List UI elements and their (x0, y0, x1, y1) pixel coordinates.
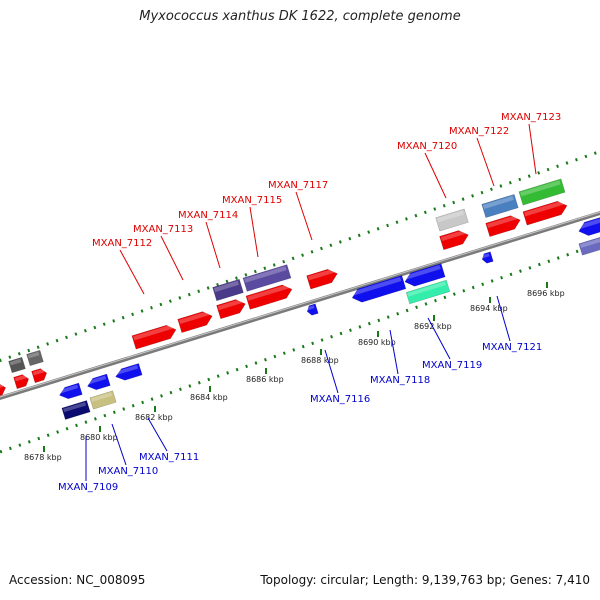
top-gene-label: MXAN_7115 (222, 195, 282, 206)
tick-label: 8678 kbp (24, 453, 62, 462)
gene-block-7114-purple (212, 278, 244, 302)
bottom-gene-label: MXAN_7110 (98, 466, 158, 477)
top-gene-label: MXAN_7120 (397, 141, 457, 152)
gene-block-7112 (131, 324, 177, 350)
gene-block-blue-2 (86, 373, 111, 391)
genome-summary-label: Topology: circular; Length: 9,139,763 bp… (260, 573, 590, 587)
bottom-gene-label: MXAN_7116 (310, 394, 370, 405)
gene-block-7123-green (518, 178, 566, 206)
accession-label: Accession: NC_008095 (9, 573, 146, 587)
tick-label: 8696 kbp (527, 289, 565, 298)
gene-block-7117 (306, 268, 338, 290)
tick-label: 8680 kbp (80, 433, 118, 442)
bottom-gene-label: MXAN_7109 (58, 482, 118, 493)
leader-line (424, 152, 447, 199)
top-gene-label: MXAN_7117 (268, 180, 328, 191)
leader-line (389, 329, 399, 375)
leader-line (496, 295, 511, 342)
gene-block-7114 (216, 298, 246, 320)
leader-line (160, 235, 184, 281)
gene-labels: MXAN_7112 MXAN_7113 MXAN_7114 MXAN_7115 MXAN… (58, 112, 561, 493)
gene-block-7121 (481, 251, 494, 264)
top-gene-label: MXAN_7123 (501, 112, 561, 123)
gene-block-edge-right (577, 213, 600, 236)
top-gene-label: MXAN_7112 (92, 238, 152, 249)
gene-block-edge-purple (578, 236, 600, 256)
gene-blocks (0, 178, 600, 420)
gene-block-7116 (306, 303, 319, 316)
bottom-gene-label: MXAN_7118 (370, 375, 430, 386)
gene-block-7118b (404, 263, 446, 287)
gene-block-grey-1 (8, 356, 26, 374)
bottom-gene-label: MXAN_7119 (422, 360, 482, 371)
tick-label: 8690 kbp (358, 338, 396, 347)
gene-block-grey-2 (26, 349, 44, 367)
gene-block-7119 (405, 279, 451, 305)
leader-line (528, 123, 537, 175)
gene-block-blue-1 (58, 382, 83, 400)
tick-label: 8694 kbp (470, 304, 508, 313)
leader-line (205, 221, 221, 269)
gene-block-7115-purple (242, 264, 292, 292)
gene-block-7110 (89, 390, 117, 410)
leader-line (111, 423, 127, 466)
bottom-gene-label: MXAN_7121 (482, 342, 542, 353)
gene-block-7115 (245, 284, 293, 310)
gene-block-small-1 (13, 374, 29, 390)
leader-line (476, 137, 495, 187)
leader-line (295, 191, 313, 241)
gene-block-7120-grey (435, 208, 469, 232)
gene-block-7122-blue (481, 194, 519, 218)
leader-line (147, 417, 168, 452)
top-gene-label: MXAN_7113 (133, 224, 193, 235)
genome-backbone-highlight (0, 211, 600, 398)
genome-backbone (0, 210, 600, 401)
gene-block-7113 (177, 310, 213, 333)
gene-block-7120 (439, 229, 469, 251)
gene-block-small-2 (31, 368, 47, 384)
leader-line (427, 317, 451, 360)
tick-label: 8684 kbp (190, 393, 228, 402)
tick-label: 8686 kbp (246, 375, 284, 384)
leader-line (249, 206, 259, 258)
gene-block-7122 (485, 214, 521, 237)
gene-block-blue-3 (115, 363, 143, 381)
top-gene-label: MXAN_7114 (178, 210, 238, 221)
leader-line (324, 349, 339, 394)
gene-block-7118 (351, 275, 407, 303)
bottom-gene-label: MXAN_7111 (139, 452, 199, 463)
gene-block-7109 (61, 400, 91, 420)
gene-block-7123 (522, 200, 568, 226)
genome-title: Myxococcus xanthus DK 1622, complete gen… (139, 9, 461, 24)
tick-label: 8682 kbp (135, 413, 173, 422)
gene-block-edge-left (0, 383, 6, 399)
top-gene-label: MXAN_7122 (449, 126, 509, 137)
leader-line (119, 249, 145, 295)
tick-label: 8688 kbp (301, 356, 339, 365)
